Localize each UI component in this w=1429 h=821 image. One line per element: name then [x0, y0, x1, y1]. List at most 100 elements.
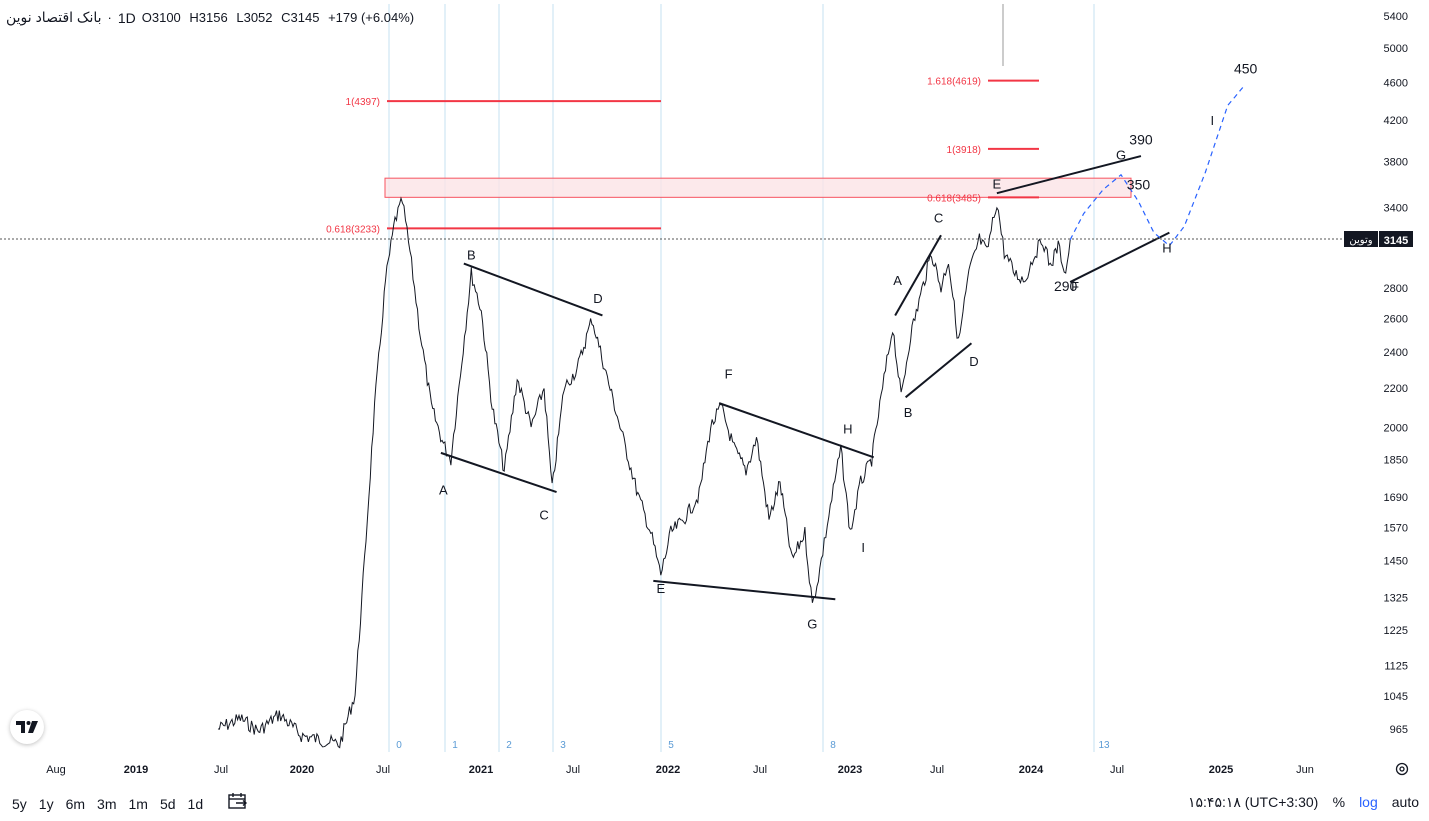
wave-label: B	[467, 247, 476, 262]
cycle-label: 8	[830, 740, 836, 751]
fib-label: 0.618(3233)	[326, 224, 380, 235]
wave-label: D	[969, 354, 978, 369]
trendline	[894, 234, 942, 316]
y-tick-label: 965	[1390, 724, 1408, 736]
fib-levels: 1(4397) 0.618(3233) 1.618(4619) 1(3918) 0.61…	[326, 77, 1039, 235]
wave-label: G	[1116, 147, 1126, 162]
range-5y[interactable]: 5y	[12, 795, 27, 812]
fib-label: 0.618(3485)	[927, 193, 981, 204]
log-scale-button[interactable]: log	[1359, 794, 1378, 810]
y-tick-label: 2200	[1384, 383, 1408, 395]
x-tick-label: 2023	[838, 764, 862, 776]
range-6m[interactable]: 6m	[65, 795, 86, 812]
target-label: 290	[1054, 278, 1078, 294]
wave-label: A	[439, 483, 448, 498]
trendline	[718, 402, 875, 459]
trendline	[653, 579, 836, 601]
wave-label: F	[725, 366, 733, 381]
x-tick-label: 2025	[1209, 764, 1233, 776]
range-1y[interactable]: 1y	[38, 795, 54, 812]
fib-label: 1(4397)	[346, 97, 380, 108]
target-label: 390	[1129, 131, 1153, 147]
y-tick-label: 1850	[1384, 455, 1408, 467]
price-tag-label: وتوین	[1349, 235, 1372, 246]
x-tick-label: Jul	[753, 764, 767, 776]
trendline	[996, 155, 1142, 195]
y-tick-label: 1450	[1384, 555, 1408, 567]
target-label: 450	[1234, 60, 1258, 76]
x-tick-label: Jul	[930, 764, 944, 776]
symbol-header[interactable]: بانک اقتصاد نوین · 1D O3100 H3156 L3052 …	[6, 9, 419, 26]
y-tick-label: 4200	[1384, 115, 1408, 127]
wave-label: G	[807, 617, 817, 632]
y-axis[interactable]: 5400 5000 4600 4200 3800 3400 2800 2600 2400 2200…	[1384, 11, 1408, 736]
interval[interactable]: 1D	[117, 9, 136, 26]
y-tick-label: 5000	[1384, 43, 1408, 55]
x-tick-label: 2022	[656, 764, 680, 776]
x-tick-label: Jul	[214, 764, 228, 776]
wave-labels: A B C D E F G H I A B C D E F G H I 290 390 350 450	[439, 60, 1258, 631]
x-tick-label: Jul	[376, 764, 390, 776]
range-1d[interactable]: 1d	[187, 795, 204, 812]
cycle-label: 5	[668, 740, 674, 751]
y-tick-label: 1045	[1384, 691, 1408, 703]
resistance-zone-box	[384, 177, 1132, 198]
y-tick-label: 3400	[1384, 203, 1408, 215]
x-axis[interactable]: Aug 2019 Jul 2020 Jul 2021 Jul 2022 Jul 2023 Jul 20…	[46, 764, 1314, 776]
y-tick-label: 3800	[1384, 156, 1408, 168]
y-tick-label: 1690	[1384, 492, 1408, 504]
wave-label: I	[861, 540, 865, 555]
price-series	[217, 196, 1071, 749]
fib-label: 1(3918)	[947, 145, 981, 156]
wave-label: E	[656, 581, 665, 596]
y-tick-label: 1570	[1384, 522, 1408, 534]
cycle-label: 3	[560, 740, 566, 751]
price-line	[217, 196, 1071, 749]
fib-label: 1.618(4619)	[927, 77, 981, 88]
auto-scale-button[interactable]: auto	[1391, 794, 1419, 810]
percent-scale-button[interactable]: %	[1332, 794, 1346, 810]
price-tag: وتوین 3145	[1344, 231, 1413, 247]
calendar-range-icon[interactable]	[228, 792, 248, 815]
wave-label: C	[539, 508, 548, 523]
wave-label: I	[1210, 113, 1214, 128]
wave-label: H	[1162, 241, 1171, 256]
wave-label: F	[1071, 279, 1079, 294]
symbol-name[interactable]: بانک اقتصاد نوین	[6, 9, 102, 25]
clock-timezone[interactable]: ۱۵:۴۵:۱۸ (UTC+3:30)	[1188, 794, 1319, 810]
bottom-toolbar: 5y 1y 6m 3m 1m 5d 1d	[0, 786, 1429, 821]
x-tick-label: Jun	[1296, 764, 1314, 776]
close-value: C3145	[281, 10, 320, 25]
open-value: O3100	[141, 10, 181, 25]
x-tick-label: 2021	[469, 764, 493, 776]
projection-series	[1069, 86, 1244, 247]
settings-gear-icon[interactable]	[1394, 761, 1410, 782]
high-value: H3156	[189, 10, 228, 25]
cycle-label: 13	[1098, 740, 1110, 751]
y-tick-label: 2000	[1384, 422, 1408, 434]
change-value: +179 (+6.04%)	[328, 10, 415, 25]
wave-label: C	[934, 210, 943, 225]
price-tag-value: 3145	[1384, 235, 1408, 247]
wave-label: D	[593, 291, 602, 306]
range-5d[interactable]: 5d	[159, 795, 176, 812]
y-tick-label: 2600	[1384, 314, 1408, 326]
y-tick-label: 1325	[1384, 593, 1408, 605]
x-tick-label: Jul	[566, 764, 580, 776]
x-tick-label: Jul	[1110, 764, 1124, 776]
projection-line	[1069, 86, 1244, 247]
range-1m[interactable]: 1m	[128, 795, 148, 812]
range-3m[interactable]: 3m	[97, 795, 117, 812]
x-tick-label: 2020	[290, 764, 314, 776]
wave-label: A	[893, 273, 902, 288]
trendline	[1069, 231, 1170, 283]
cycle-label: 0	[396, 740, 402, 751]
y-tick-label: 4600	[1384, 77, 1408, 89]
x-tick-label: 2019	[124, 764, 148, 776]
tradingview-logo-icon[interactable]	[10, 710, 44, 744]
trendlines	[440, 155, 1170, 601]
trendline	[463, 262, 603, 317]
scale-options: % log auto	[1333, 794, 1419, 810]
vertical-grid-lines: 0 1 2 3 5 8 13	[388, 4, 1110, 752]
